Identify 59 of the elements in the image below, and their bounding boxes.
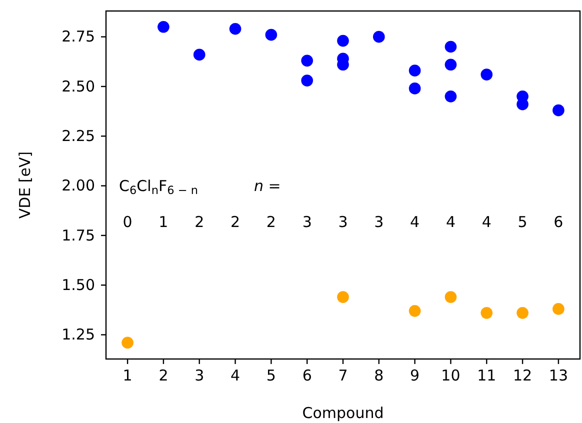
x-tick-label: 11 xyxy=(477,366,496,385)
point xyxy=(552,303,564,315)
y-tick-label: 2.50 xyxy=(62,77,95,96)
annotation: 2 xyxy=(194,213,204,231)
point xyxy=(265,28,278,41)
point xyxy=(301,54,314,67)
annotation: 1 xyxy=(158,213,168,231)
point xyxy=(516,307,528,319)
x-tick-label: 10 xyxy=(441,366,460,385)
point xyxy=(480,307,493,319)
x-tick-label: 3 xyxy=(194,366,204,385)
point xyxy=(444,291,457,303)
x-tick-label: 5 xyxy=(266,366,276,385)
point xyxy=(337,34,349,47)
x-tick-label: 4 xyxy=(230,366,240,385)
point xyxy=(337,291,349,303)
point xyxy=(372,30,385,43)
y-tick-label: 1.75 xyxy=(62,226,95,244)
point xyxy=(480,68,493,80)
y-tick-label: 2.00 xyxy=(62,176,95,195)
y-axis-title: VDE [eV] xyxy=(16,151,34,219)
point xyxy=(444,90,457,102)
point xyxy=(193,48,206,61)
y-tick-label: 2.25 xyxy=(62,126,95,145)
annotation: n = xyxy=(254,177,281,195)
annotation: 4 xyxy=(446,213,456,231)
x-tick-label: 12 xyxy=(513,366,532,385)
annotation: 5 xyxy=(518,213,528,231)
annotation: 2 xyxy=(230,213,240,231)
point xyxy=(408,64,421,76)
x-tick-label: 13 xyxy=(548,366,568,385)
point xyxy=(552,104,564,116)
annotation: 3 xyxy=(338,213,348,231)
annotation: 3 xyxy=(302,213,312,231)
annotation: 3 xyxy=(374,213,384,231)
x-tick-label: 1 xyxy=(122,366,132,385)
y-tick-label: 1.25 xyxy=(62,326,95,344)
x-tick-label: 9 xyxy=(410,366,420,385)
x-tick-label: 7 xyxy=(338,366,348,385)
y-tick-label: 2.75 xyxy=(62,28,95,46)
point xyxy=(408,82,421,94)
annotation: 6 xyxy=(554,213,564,231)
x-tick-label: 8 xyxy=(374,366,384,385)
point xyxy=(122,336,134,349)
point xyxy=(408,305,421,317)
point xyxy=(301,74,314,86)
annotation: 4 xyxy=(410,213,420,231)
annotation: 0 xyxy=(122,213,132,231)
y-tick-label: 1.50 xyxy=(62,276,95,294)
point xyxy=(444,58,457,71)
annotation: 2 xyxy=(266,213,276,231)
annotation: C$_{6}$Cl$_{n}$F$_{6 − n}$ xyxy=(119,177,198,197)
x-axis-title: Compound xyxy=(302,404,384,422)
x-tick-label: 2 xyxy=(158,366,168,385)
point xyxy=(444,40,457,53)
point xyxy=(158,20,170,33)
x-tick-label: 6 xyxy=(302,366,312,385)
annotation: 4 xyxy=(482,213,492,231)
point xyxy=(229,22,242,35)
